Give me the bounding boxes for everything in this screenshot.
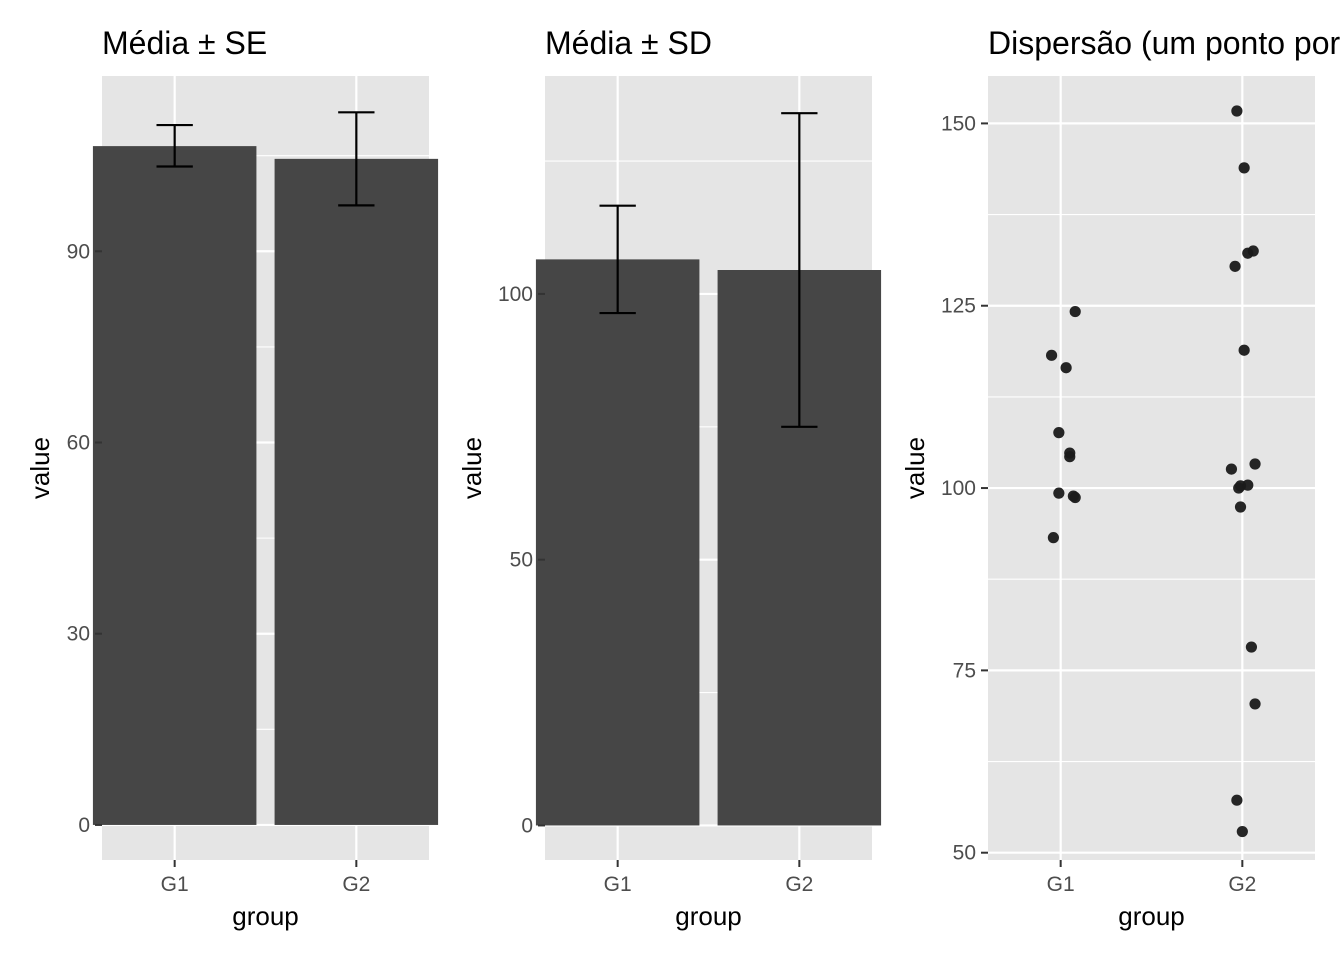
chart-3-point [1249, 458, 1261, 470]
chart-2-x-tick-label: G1 [604, 873, 632, 896]
chart-3-point [1249, 698, 1261, 710]
chart-2-x-tick-label: G2 [785, 873, 813, 896]
chart-2-x-axis-label: group [675, 901, 742, 931]
chart-3-point [1231, 794, 1243, 806]
chart-3-point [1236, 825, 1248, 838]
chart-panel-1: Média ± SE 0 30 60 90 G1 G2 group value [25, 25, 439, 931]
chart-3-point [1053, 427, 1065, 439]
chart-2-title: Média ± SD [545, 25, 712, 61]
chart-1-x-axis-label: group [232, 901, 299, 931]
chart-1-y-axis-label: value [25, 437, 55, 499]
chart-3-x-tick-label: G1 [1047, 873, 1075, 896]
chart-3-point [1047, 532, 1059, 544]
chart-3-point [1238, 344, 1250, 356]
chart-1-axes: 0 30 60 90 G1 G2 [67, 240, 371, 896]
chart-3-x-tick-label: G2 [1228, 873, 1256, 896]
chart-1-bar-g1 [92, 146, 257, 825]
chart-3-marks [1045, 105, 1261, 838]
chart-2-y-axis-label: value [457, 437, 487, 499]
chart-1-y-tick-label: 30 [67, 623, 90, 646]
chart-3-x-axis-label: group [1118, 901, 1185, 931]
chart-1-y-tick-label: 60 [67, 432, 90, 455]
chart-3-point [1229, 260, 1241, 272]
chart-3-point [1238, 162, 1250, 174]
chart-1-bar-g2 [274, 158, 439, 825]
chart-3-y-tick-label: 125 [941, 295, 976, 318]
chart-panel-2: Média ± SD 0 50 100 G1 G2 group value [457, 25, 882, 931]
chart-1-x-tick-label: G1 [161, 873, 189, 896]
chart-2-bar-g1 [535, 259, 700, 826]
chart-3-point [1225, 463, 1238, 475]
chart-1-y-tick-label: 90 [67, 240, 90, 263]
chart-3-point [1233, 482, 1245, 494]
chart-3-point [1069, 491, 1081, 504]
chart-panel-3: Dispersão (um ponto por observação) 50 75… [900, 25, 1344, 931]
chart-2-y-tick-label: 0 [521, 814, 533, 837]
chart-3-y-tick-label: 100 [941, 477, 976, 500]
chart-3-point [1245, 641, 1258, 653]
chart-1-y-tick-label: 0 [78, 814, 90, 837]
chart-3-plot-area [988, 76, 1315, 860]
chart-3-point [1053, 487, 1065, 499]
chart-3-point [1064, 451, 1076, 463]
chart-2-y-tick-label: 50 [510, 549, 533, 572]
chart-3-point [1234, 501, 1247, 513]
chart-3-title: Dispersão (um ponto por observação) [988, 25, 1344, 61]
chart-3-point [1242, 247, 1254, 259]
chart-2-marks [535, 112, 882, 826]
chart-3-point [1069, 305, 1081, 318]
chart-3-y-axis-label: value [900, 437, 930, 499]
chart-1-marks [92, 111, 439, 825]
chart-2-y-tick-label: 100 [498, 283, 533, 306]
chart-1-title: Média ± SE [102, 25, 267, 61]
chart-1-x-tick-label: G2 [342, 873, 370, 896]
chart-3-axes: 50 75 100 125 150 G1 G2 [941, 112, 1256, 896]
chart-2-axes: 0 50 100 G1 G2 [498, 283, 813, 896]
chart-3-point [1231, 105, 1243, 117]
chart-3-point [1060, 362, 1072, 374]
chart-3-point [1045, 349, 1058, 361]
chart-3-y-tick-label: 150 [941, 112, 976, 135]
chart-3-y-tick-label: 75 [953, 659, 976, 682]
chart-3-gridlines [988, 76, 1315, 860]
chart-3-y-tick-label: 50 [953, 842, 976, 865]
